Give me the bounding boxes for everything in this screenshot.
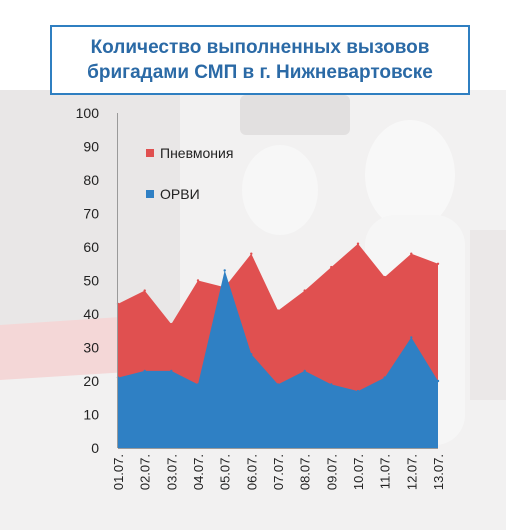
data-point: [276, 383, 280, 386]
y-tick-label: 40: [83, 306, 99, 322]
x-tick-label: 09.07.: [324, 454, 339, 490]
data-point: [143, 289, 146, 292]
y-tick-label: 20: [83, 373, 99, 389]
data-point: [196, 383, 200, 386]
data-point: [383, 275, 386, 279]
y-tick-label: 90: [83, 139, 99, 155]
legend-label: ОРВИ: [160, 186, 200, 202]
y-tick-label: 30: [83, 340, 99, 356]
x-tick-label: 03.07.: [164, 454, 179, 490]
legend-swatch: [146, 190, 154, 198]
data-point: [303, 289, 306, 292]
data-point: [410, 336, 413, 339]
x-tick-label: 07.07.: [271, 454, 286, 490]
data-point: [436, 379, 440, 383]
chart-title-line-2: бригадами СМП в г. Нижневартовске: [87, 62, 433, 83]
y-tick-label: 100: [76, 105, 100, 121]
data-point: [436, 262, 440, 265]
series-area-2: [118, 270, 438, 448]
y-tick-label: 50: [83, 273, 99, 289]
data-point: [196, 279, 200, 282]
x-tick-label: 11.07.: [378, 454, 393, 489]
data-point: [330, 265, 333, 269]
x-tick-label: 06.07.: [244, 454, 259, 490]
data-point: [143, 369, 146, 373]
y-tick-label: 70: [83, 206, 99, 222]
data-point: [170, 369, 173, 373]
x-tick-label: 08.07.: [298, 454, 313, 490]
legend-swatch: [146, 149, 154, 157]
data-point: [170, 322, 173, 326]
y-tick-label: 0: [91, 440, 99, 456]
data-point: [276, 309, 280, 312]
x-tick-label: 02.07.: [138, 454, 153, 490]
data-point: [356, 242, 360, 245]
legend-label: Пневмония: [160, 145, 233, 161]
data-point: [356, 389, 360, 393]
x-tick-label: 05.07.: [218, 454, 233, 490]
data-point: [330, 383, 333, 386]
data-point: [250, 353, 253, 356]
x-tick-label: 13.07.: [431, 454, 446, 490]
y-tick-label: 80: [83, 172, 99, 188]
x-tick-label: 10.07.: [351, 454, 366, 490]
x-tick-label: 04.07.: [191, 454, 206, 490]
y-tick-label: 10: [83, 407, 99, 423]
data-point: [223, 269, 226, 272]
chart-title-box: Количество выполненных вызовов бригадами…: [50, 25, 470, 95]
data-point: [303, 369, 306, 373]
x-tick-label: 12.07.: [404, 454, 419, 490]
data-point: [250, 252, 253, 255]
y-tick-label: 60: [83, 239, 99, 255]
chart-title-line-1: Количество выполненных вызовов: [90, 37, 430, 58]
data-point: [383, 376, 386, 379]
x-tick-label: 01.07.: [111, 454, 126, 490]
data-point: [410, 252, 413, 255]
